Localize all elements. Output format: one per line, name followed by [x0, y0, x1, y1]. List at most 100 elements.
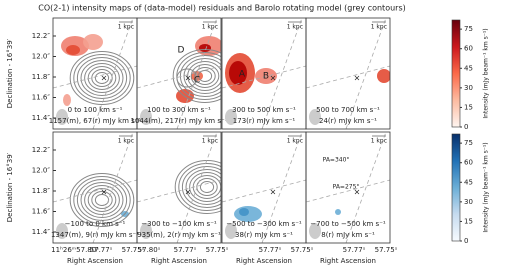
colorbar	[451, 133, 461, 242]
colorbar	[451, 19, 461, 128]
map: ×	[137, 132, 221, 243]
scale-label: 1 kpc	[371, 138, 387, 145]
emission-blob	[66, 45, 80, 55]
colorbar-tick-label: 0	[464, 237, 468, 245]
beam	[56, 223, 68, 239]
map: ×	[222, 18, 306, 129]
pa-line	[345, 18, 387, 129]
x-axis-label: Right Ascension	[151, 257, 207, 265]
scale-label: 1 kpc	[371, 24, 387, 31]
panel: × 1 kpc 100 to 300 km s⁻¹ 1044(m), 217(r) m…	[131, 17, 228, 130]
pa-line	[137, 65, 221, 89]
emission-blob	[255, 68, 277, 84]
velocity-range: 0 to 100 km s⁻¹	[68, 106, 123, 114]
beam	[309, 109, 321, 125]
y-tick-label: 12.2″	[32, 32, 51, 40]
model-contour	[179, 55, 221, 97]
model-contour	[91, 69, 113, 87]
region-label: A	[239, 70, 246, 80]
center-marker: ×	[101, 74, 108, 83]
emission-blob	[335, 209, 341, 215]
map: ×	[53, 18, 137, 129]
model-contour	[189, 172, 221, 202]
region-label: PA=275°	[333, 184, 360, 191]
region-label: PA=340°	[323, 157, 350, 164]
colorbar-label: Intensity (mJy beam⁻¹ km s⁻¹)	[483, 142, 490, 232]
x-tick-label: 57.75ˢ	[122, 246, 145, 254]
model-contour	[73, 54, 131, 102]
model-contour	[176, 68, 198, 88]
model-contour	[178, 163, 221, 211]
beam	[56, 109, 68, 125]
emission-blob	[377, 69, 390, 83]
beam	[140, 223, 152, 239]
panel-frame	[136, 131, 222, 244]
model-contour	[199, 181, 215, 193]
model-contour	[69, 173, 135, 227]
center-marker: ×	[270, 74, 277, 83]
scale-label: 1 kpc	[202, 138, 218, 145]
panel: × 1 kpc 500 to 700 km s⁻¹ 24(r) mJy km s⁻¹	[305, 17, 391, 130]
model-contour	[80, 182, 124, 218]
flux: 1347(m), 9(r) mJy km s⁻¹	[51, 231, 139, 239]
pa-line	[176, 132, 218, 243]
y-tick-label: 12.0″	[32, 167, 51, 175]
region-label: B	[263, 72, 269, 82]
colorbar-tick-label: 15	[464, 103, 473, 111]
flux: 1044(m), 217(r) mJy km s⁻¹	[131, 117, 228, 125]
panel: × 1 kpc −700 to −500 km s⁻¹ 8(r) mJy km s⁻¹…	[305, 131, 391, 244]
y-axis-label: Declination - 16°39′	[6, 152, 14, 222]
pa-line	[176, 18, 218, 129]
colorbar-tick-label: 60	[464, 159, 473, 167]
emission-blob	[229, 61, 247, 85]
pa-line	[345, 132, 387, 243]
model-contour	[84, 185, 120, 215]
scale-label: 1 kpc	[287, 24, 303, 31]
model-contour	[73, 176, 131, 224]
model-contour	[181, 166, 221, 208]
panel: × 1 kpc −100 to 0 km s⁻¹ 1347(m), 9(r) mJy …	[51, 131, 139, 244]
velocity-range: −300 to −100 km s⁻¹	[141, 220, 217, 228]
model-contour	[185, 169, 221, 205]
y-tick-label: 11.8″	[32, 73, 51, 81]
model-contour	[69, 51, 135, 105]
beam	[140, 109, 152, 125]
x-tick-label: 57.75ˢ	[375, 246, 398, 254]
x-tick-label: 57.77ˢ	[90, 246, 113, 254]
emission-blob	[83, 34, 103, 50]
x-tick-label: 57.77ˢ	[259, 246, 282, 254]
x-tick-label: 57.80ˢ	[138, 246, 161, 254]
flux: 24(r) mJy km s⁻¹	[319, 117, 377, 125]
panel: × 1 kpc 300 to 500 km s⁻¹ 173(r) mJy km s⁻¹…	[221, 17, 307, 130]
colorbar-tick-label: 30	[464, 84, 473, 92]
model-contour	[194, 67, 216, 85]
model-contour	[172, 49, 221, 103]
y-tick-label: 11.6″	[32, 208, 51, 216]
pa-line	[53, 179, 137, 203]
emission-blob	[239, 208, 249, 216]
emission-blob	[63, 94, 71, 106]
pa-line	[92, 132, 134, 243]
scale-label: 1 kpc	[202, 24, 218, 31]
map: ×	[306, 18, 390, 129]
pa-line	[261, 132, 303, 243]
colorbar-tick-label: 75	[464, 139, 473, 147]
map: ×	[53, 132, 137, 243]
x-tick-label: 57.75ˢ	[206, 246, 229, 254]
model-contour	[80, 60, 124, 96]
model-contour	[87, 188, 117, 212]
center-marker: ×	[270, 188, 277, 197]
velocity-range: −500 to −300 km s⁻¹	[226, 220, 302, 228]
beam	[225, 109, 237, 125]
model-contour	[91, 191, 113, 209]
center-marker: ×	[354, 74, 361, 83]
center-marker: ×	[185, 188, 192, 197]
x-axis-label: Right Ascension	[320, 257, 376, 265]
beam	[309, 223, 321, 239]
y-axis-label: Declination - 16°39′	[6, 38, 14, 108]
panel: × 1 kpc 0 to 100 km s⁻¹ 1157(m), 67(r) mJy …	[49, 17, 141, 130]
model-contour	[187, 61, 221, 91]
scale-label: 1 kpc	[287, 138, 303, 145]
velocity-range: 100 to 300 km s⁻¹	[147, 106, 211, 114]
flux: 8(r) mJy km s⁻¹	[321, 231, 375, 239]
